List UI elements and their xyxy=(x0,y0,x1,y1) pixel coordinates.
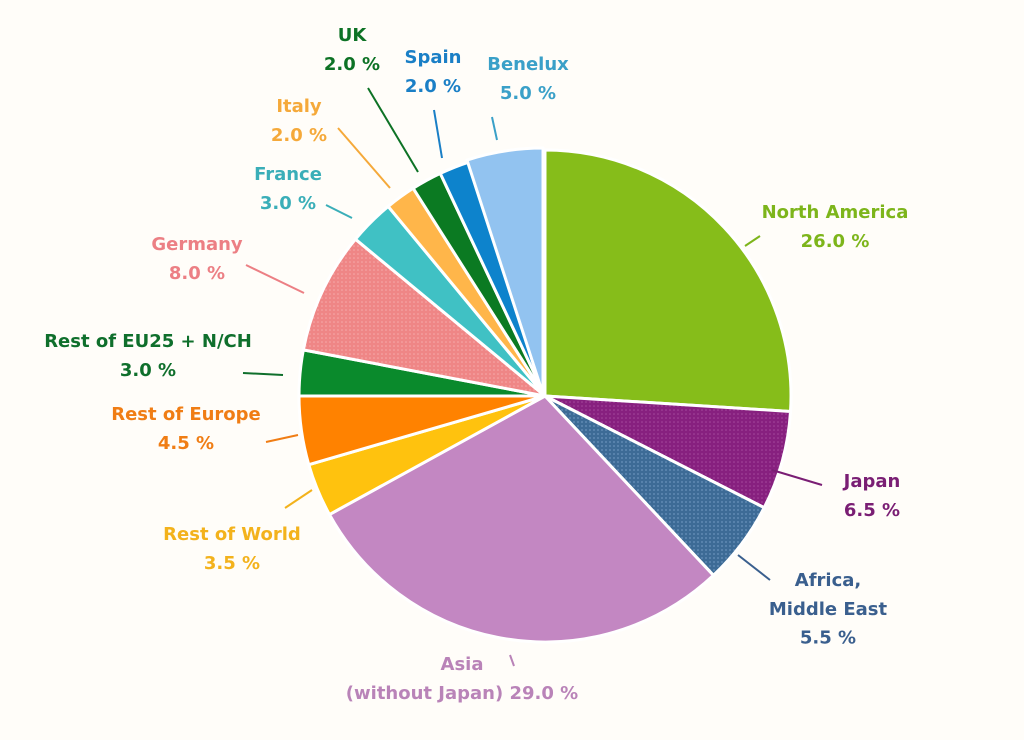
slice-north-america xyxy=(543,148,793,413)
label-value: 2.0 % xyxy=(271,125,327,146)
leader-italy xyxy=(337,127,391,189)
label-asia-without-japan: Asia (without Japan) 29.0 % xyxy=(346,654,578,704)
label-japan: Japan 6.5 % xyxy=(842,471,901,521)
leader-benelux xyxy=(491,116,498,141)
label-value: 2.0 % xyxy=(324,54,380,75)
label-name: Italy xyxy=(276,96,322,117)
label-name: North America xyxy=(762,202,909,223)
label-name: Rest of EU25 + N/CH xyxy=(44,331,252,352)
pie-slices xyxy=(297,146,793,644)
label-value: 3.0 % xyxy=(260,193,316,214)
slice-germany xyxy=(301,237,547,398)
label-value: 5.5 % xyxy=(800,628,856,649)
label-rest-of-europe: Rest of Europe 4.5 % xyxy=(111,404,261,454)
label-france: France 3.0 % xyxy=(254,164,322,214)
leader-germany xyxy=(245,264,305,294)
label-italy: Italy 2.0 % xyxy=(271,96,327,146)
label-value: 3.0 % xyxy=(120,360,176,381)
label-benelux: Benelux 5.0 % xyxy=(487,54,569,104)
label-name: Rest of World xyxy=(163,524,301,545)
label-value: 2.0 % xyxy=(405,76,461,97)
label-north-america: North America 26.0 % xyxy=(762,202,909,252)
label-name: Rest of Europe xyxy=(111,404,261,425)
label-name: France xyxy=(254,164,322,185)
label-value: 6.5 % xyxy=(844,500,900,521)
label-rest-of-eu25-n-ch: Rest of EU25 + N/CH 3.0 % xyxy=(44,331,252,381)
label-name: Asia xyxy=(441,654,484,675)
label-name: Spain xyxy=(405,47,462,68)
label-name: Japan xyxy=(842,471,901,492)
leader-lines xyxy=(242,87,823,667)
leader-rest-of-europe xyxy=(265,434,299,443)
leader-spain xyxy=(433,109,443,159)
slice-asia-without-japan xyxy=(327,394,715,644)
slice-benelux xyxy=(465,146,545,396)
label-rest-of-world: Rest of World 3.5 % xyxy=(163,524,301,574)
label-value: 26.0 % xyxy=(801,231,870,252)
label-name: Benelux xyxy=(487,54,569,75)
label-name: Middle East xyxy=(769,599,888,620)
leader-rest-of-eu25-n-ch xyxy=(242,372,284,376)
label-uk: UK 2.0 % xyxy=(324,25,380,75)
label-africa-middle-east: Africa, Middle East 5.5 % xyxy=(769,570,888,649)
label-value: 8.0 % xyxy=(169,263,225,284)
label-name: Africa, xyxy=(795,570,861,591)
leader-uk xyxy=(367,87,419,173)
label-spain: Spain 2.0 % xyxy=(405,47,462,97)
leader-france xyxy=(325,204,353,219)
label-name: Germany xyxy=(151,234,243,255)
label-name: UK xyxy=(338,25,368,46)
leader-north-america xyxy=(744,235,761,247)
label-germany: Germany 8.0 % xyxy=(151,234,243,284)
leader-rest-of-world xyxy=(284,489,313,509)
leader-africa-middle-east xyxy=(737,554,771,581)
label-value: 4.5 % xyxy=(158,433,214,454)
leader-asia-without-japan xyxy=(509,654,515,667)
label-value: (without Japan) 29.0 % xyxy=(346,683,578,704)
label-value: 5.0 % xyxy=(500,83,556,104)
leader-japan xyxy=(771,469,823,486)
slice-labels: North America 26.0 % Japan 6.5 % Africa, Midd… xyxy=(44,25,908,704)
label-value: 3.5 % xyxy=(204,553,260,574)
